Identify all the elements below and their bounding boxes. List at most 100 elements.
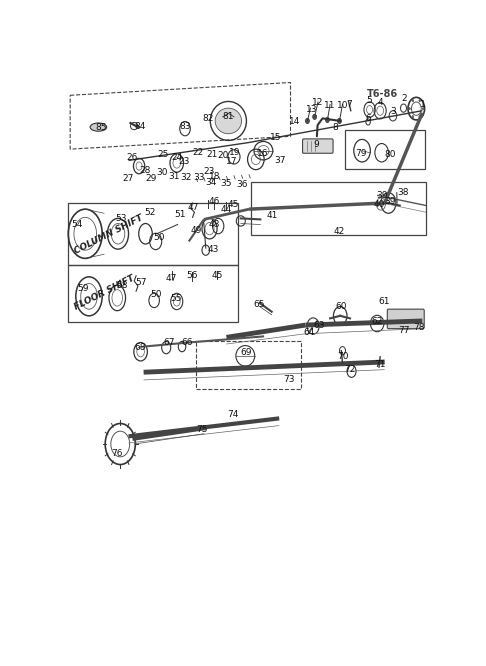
Text: 1: 1 [419, 100, 425, 109]
Ellipse shape [215, 108, 242, 134]
Text: 61: 61 [378, 297, 390, 306]
Circle shape [326, 117, 330, 123]
Text: 4: 4 [377, 98, 383, 107]
Text: 9: 9 [313, 140, 319, 149]
Text: 21: 21 [207, 150, 218, 159]
Text: 28: 28 [140, 166, 151, 174]
Text: 72: 72 [344, 365, 356, 374]
Text: 52: 52 [145, 208, 156, 216]
Text: 16: 16 [257, 149, 268, 159]
Text: 82: 82 [202, 114, 213, 123]
Text: 83: 83 [179, 122, 191, 131]
Circle shape [338, 119, 341, 123]
Ellipse shape [90, 123, 107, 131]
Circle shape [312, 115, 316, 119]
Text: 11: 11 [324, 101, 336, 110]
Text: COLUMN SHIFT: COLUMN SHIFT [72, 212, 144, 255]
Text: 30: 30 [156, 168, 168, 176]
Text: 68: 68 [134, 343, 146, 352]
Circle shape [412, 116, 414, 118]
Text: 6: 6 [365, 115, 371, 123]
Bar [346, 130, 425, 169]
Text: 20: 20 [218, 151, 229, 161]
Text: 43: 43 [208, 244, 219, 254]
Text: 17: 17 [226, 157, 237, 166]
Text: 3: 3 [390, 107, 396, 116]
Text: 15: 15 [270, 133, 282, 142]
Text: 76: 76 [111, 449, 122, 458]
Text: 85: 85 [96, 123, 107, 132]
Text: 53: 53 [115, 214, 127, 223]
Text: 60: 60 [336, 302, 347, 311]
Text: 44: 44 [221, 204, 232, 214]
Text: 41: 41 [267, 211, 278, 220]
Text: 46: 46 [208, 198, 220, 206]
Text: 56: 56 [186, 271, 198, 280]
Text: FLOOR SHIFT: FLOOR SHIFT [72, 274, 136, 312]
Text: 19: 19 [229, 149, 241, 157]
Text: 47: 47 [188, 202, 199, 212]
Text: 81: 81 [223, 113, 234, 121]
Circle shape [422, 108, 424, 110]
Text: 74: 74 [227, 410, 239, 419]
Text: 75: 75 [196, 425, 208, 434]
Text: 23: 23 [204, 166, 215, 176]
Text: 37: 37 [274, 157, 286, 165]
Text: 71: 71 [374, 360, 386, 368]
Text: 2: 2 [401, 95, 407, 103]
Text: 32: 32 [180, 173, 191, 182]
Bar [68, 203, 238, 264]
Text: 67: 67 [163, 338, 175, 347]
Text: 26: 26 [126, 153, 137, 163]
Text: 80: 80 [384, 150, 396, 159]
Text: 48: 48 [208, 220, 220, 229]
Text: 39: 39 [376, 190, 387, 200]
Circle shape [412, 100, 414, 102]
Text: 12: 12 [312, 99, 323, 107]
FancyBboxPatch shape [303, 139, 333, 153]
Text: 58: 58 [116, 280, 127, 290]
Text: 70: 70 [337, 352, 348, 362]
Text: 62: 62 [371, 318, 383, 326]
Bar [68, 264, 238, 322]
Text: 77: 77 [399, 326, 410, 335]
Text: 66: 66 [181, 338, 192, 347]
Text: 33: 33 [193, 173, 205, 182]
Text: 59: 59 [77, 284, 88, 292]
Text: 55: 55 [170, 294, 181, 303]
Bar [195, 342, 301, 389]
Text: T6-86: T6-86 [367, 89, 398, 99]
Text: 84: 84 [134, 122, 145, 131]
Text: 35: 35 [220, 179, 231, 188]
Text: 27: 27 [122, 174, 134, 183]
Text: 38: 38 [397, 188, 409, 197]
Text: 54: 54 [71, 220, 82, 229]
Text: 23: 23 [178, 157, 190, 166]
Text: 73: 73 [283, 376, 295, 384]
Text: 57: 57 [135, 278, 146, 287]
Text: 34: 34 [206, 178, 217, 187]
Text: 49: 49 [191, 226, 202, 235]
Text: 42: 42 [334, 227, 345, 236]
Circle shape [419, 100, 420, 102]
Text: 22: 22 [192, 149, 204, 157]
Text: 45: 45 [227, 200, 239, 208]
Text: 69: 69 [240, 348, 252, 357]
Text: 47: 47 [166, 274, 177, 284]
Circle shape [306, 119, 309, 123]
Text: 10: 10 [337, 101, 348, 110]
Text: 5: 5 [366, 96, 372, 105]
Text: 45: 45 [211, 271, 223, 280]
Text: 18: 18 [208, 172, 220, 181]
Text: 39: 39 [384, 198, 396, 206]
Text: 63: 63 [313, 320, 325, 330]
Text: 31: 31 [168, 172, 179, 181]
Text: 25: 25 [157, 150, 169, 159]
Text: 14: 14 [289, 117, 300, 127]
Text: 7: 7 [347, 100, 352, 109]
Text: 50: 50 [154, 233, 165, 242]
FancyBboxPatch shape [387, 309, 424, 328]
Circle shape [409, 108, 410, 110]
Text: 8: 8 [333, 123, 339, 132]
Text: 36: 36 [236, 180, 247, 189]
